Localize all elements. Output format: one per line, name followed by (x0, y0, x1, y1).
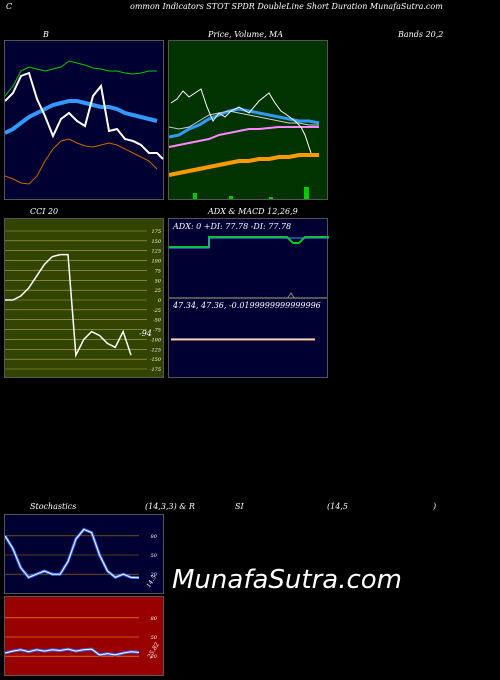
stoch-chart: 80 50 20 (5, 527, 158, 580)
cci-chart: 175 150 125 100 75 50 25 0 -25 -50 -75 -100 -125 -150… (5, 229, 162, 373)
cci-tick-label: -75 (153, 328, 161, 334)
cci-tick-label: 25 (154, 288, 161, 294)
label-cci: CCI 20 (30, 207, 59, 216)
label-rsi-params: (14,5 (327, 502, 348, 511)
adx-di-line-2 (169, 237, 329, 249)
macd-text: 47.34, 47.36, -0.0199999999999996 (173, 301, 321, 310)
middle-band-line (5, 99, 158, 135)
cci-tick-label: -125 (150, 347, 161, 353)
label-stoch-params: (14,3,3) & R (145, 502, 195, 511)
macd-panel: 47.34, 47.36, -0.0199999999999996 (168, 298, 328, 378)
volume-bar (229, 196, 233, 199)
adx-panel: ADX: 0 +DI: 77.78 -DI: 77.78 (168, 218, 329, 299)
ma-line-pink (169, 126, 319, 148)
watermark: MunafaSutra.com (172, 565, 403, 595)
cci-tick-label: -50 (153, 318, 162, 324)
volume-bar (193, 193, 197, 199)
label-rsi-close: ) (433, 502, 437, 511)
cci-tick-label: -100 (150, 337, 162, 343)
header-title: ommon Indicators STOT SPDR DoubleLine Sh… (130, 2, 443, 11)
price-line (5, 71, 164, 160)
osc-line (5, 648, 140, 656)
upper-band-line (5, 60, 157, 97)
osc-tick-label: 20 (150, 572, 158, 578)
volume-bar (269, 197, 273, 199)
label-bollinger-b: B (43, 30, 49, 39)
label-rsi: SI (235, 502, 244, 511)
price-chart (169, 88, 320, 199)
macd-chart (171, 338, 315, 341)
cci-tick-label: 75 (155, 268, 161, 274)
osc-tick-label: 80 (151, 616, 158, 622)
label-price-ma: Price, Volume, MA (208, 30, 284, 39)
adx-text: ADX: 0 +DI: 77.78 -DI: 77.78 (173, 222, 292, 231)
cci-tick-label: -150 (150, 357, 162, 363)
stoch-panel: 80 50 20 14.5 (4, 514, 164, 594)
osc-tick-label: 50 (151, 553, 158, 559)
cci-tick-label: 100 (151, 259, 161, 265)
osc-tick-label: 50 (151, 635, 158, 641)
bollinger-chart (5, 60, 164, 185)
cci-panel: 175 150 125 100 75 50 25 0 -25 -50 -75 -100 -125 -150… (4, 218, 164, 378)
ma-line-orange (169, 153, 319, 177)
lower-band-line (5, 138, 158, 185)
volume-bar (304, 187, 309, 199)
cci-tick-label: -175 (150, 367, 161, 373)
label-stoch: Stochastics (30, 502, 77, 511)
osc-tick-label: 80 (151, 534, 158, 540)
cci-tick-label: 50 (155, 278, 162, 284)
adx-triangle (286, 292, 296, 299)
osc-tick-label: 20 (150, 654, 158, 660)
adx-chart (169, 236, 329, 299)
cci-tick-label: -25 (153, 308, 161, 314)
label-adx-macd: ADX & MACD 12,26,9 (208, 207, 298, 216)
ma-line-white (169, 110, 319, 130)
cci-tick-label: 0 (158, 298, 162, 304)
rsi-chart: 80 50 20 (5, 616, 158, 660)
osc-line (5, 528, 140, 579)
cci-tick-label: 125 (151, 249, 161, 255)
cci-line (5, 253, 132, 358)
cci-current-value: -94 (139, 329, 152, 338)
rsi-panel: 80 50 20 25.82 (4, 596, 164, 676)
price-panel (168, 40, 328, 200)
label-bands: Bands 20,2 (398, 30, 444, 39)
bollinger-panel (4, 40, 164, 200)
price-line-2 (170, 88, 312, 154)
header-title-c: C (6, 2, 13, 11)
cci-tick-label: 150 (151, 239, 161, 245)
cci-tick-label: 175 (151, 229, 161, 235)
osc-signal-line (5, 527, 140, 580)
